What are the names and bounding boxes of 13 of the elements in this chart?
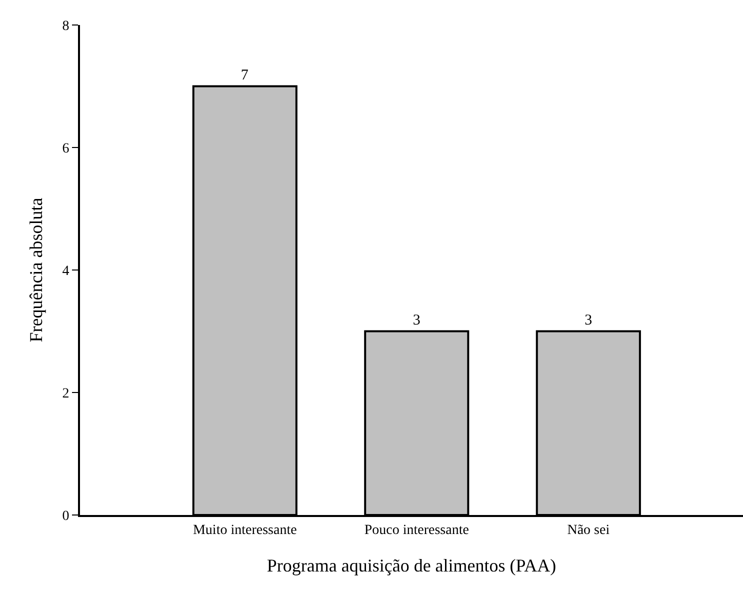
y-tick-label: 6 — [62, 141, 70, 156]
data-label: 3 — [584, 312, 592, 328]
y-axis-title: Frequência absoluta — [26, 198, 46, 342]
x-tick-label: Muito interessante — [192, 522, 297, 538]
data-label: 7 — [240, 67, 249, 84]
y-tick-label: 4 — [62, 264, 70, 279]
x-tick-label: Não sei — [567, 522, 610, 538]
y-tick-label: 8 — [62, 18, 70, 34]
x-tick-label: Pouco interessante — [364, 522, 469, 538]
x-axis-title: Programa aquisição de alimentos (PAA) — [266, 555, 556, 576]
data-label: 3 — [412, 312, 420, 328]
y-tick-label: 2 — [62, 386, 70, 402]
y-tick-label: 0 — [62, 508, 70, 524]
